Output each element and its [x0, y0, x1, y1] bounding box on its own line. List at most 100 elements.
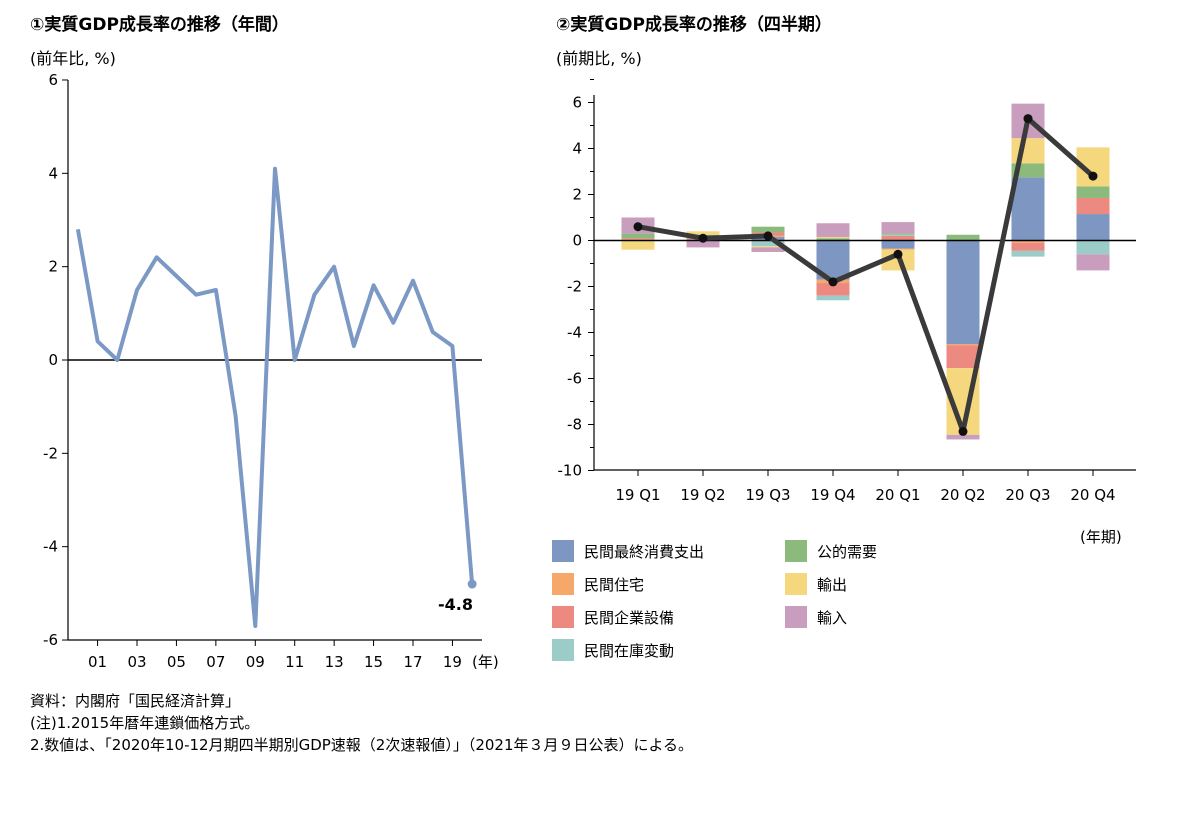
quarterly-bar-segment	[881, 222, 915, 234]
annual-y-tick-label: 0	[48, 351, 58, 369]
quarterly-y-tick-label: -4	[567, 324, 582, 342]
quarterly-bar-segment	[751, 246, 785, 248]
source-notes: 資料：内閣府「国民経済計算」 (注)1.2015年暦年連鎖価格方式。 2.数値は…	[30, 690, 693, 756]
quarterly-x-tick-label: 19 Q2	[680, 486, 725, 504]
legend-swatch	[785, 606, 807, 628]
quarterly-data-point	[958, 426, 968, 436]
quarterly-bar-segment	[1076, 186, 1110, 198]
quarterly-bar-segment	[751, 240, 785, 247]
annual-chart-title: ①実質GDP成長率の推移（年間）	[30, 14, 289, 35]
quarterly-bar-segment	[881, 233, 915, 235]
annual-y-tick-label: -4	[43, 538, 58, 556]
quarterly-x-ticks: 19 Q1 19 Q2 19 Q3 19 Q4 20 Q1 20 Q2 20 Q3 20 Q4	[615, 470, 1116, 504]
annual-x-tick-label: 17	[403, 653, 422, 671]
quarterly-x-tick-label: 19 Q4	[810, 486, 855, 504]
quarterly-x-tick-label: 19 Q3	[745, 486, 790, 504]
quarterly-bar-segment	[686, 231, 720, 235]
quarterly-bar-segment	[946, 345, 980, 369]
quarterly-y-tick-label: 4	[572, 140, 582, 158]
annual-x-tick-label: 03	[127, 653, 146, 671]
note-2: 2.数値は、「2020年10-12月期四半期別GDP速報（2次速報値）」（202…	[30, 736, 694, 754]
annual-y-tick-label: -6	[43, 631, 58, 649]
quarterly-bar-segment	[1011, 177, 1045, 241]
quarterly-bar-segment	[946, 434, 980, 440]
quarterly-bar-segment	[1076, 197, 1110, 215]
quarterly-data-point	[1088, 171, 1098, 181]
annual-y-tick-label: -2	[43, 444, 58, 462]
note-source: 資料：内閣府「国民経済計算」	[30, 692, 241, 710]
quarterly-bar-segment	[1076, 254, 1110, 271]
legend-label: 民間住宅	[584, 576, 644, 594]
annual-series	[75, 166, 477, 628]
quarterly-y-ticks: 6 4 2 0 -2 -4 -6 -8 -10	[558, 79, 594, 480]
quarterly-bar-segment	[816, 283, 850, 296]
quarterly-bar-segment	[621, 238, 655, 240]
quarterly-y-tick-label: -6	[567, 370, 582, 388]
annual-x-tick-label: 05	[167, 653, 186, 671]
quarterly-bar-segment	[816, 238, 850, 241]
quarterly-total-line	[633, 114, 1098, 436]
quarterly-bar-segment	[621, 240, 655, 250]
quarterly-bar-segment	[946, 240, 980, 344]
quarterly-bar-segment	[816, 237, 850, 239]
quarterly-data-point	[893, 249, 903, 259]
quarterly-chart-title: ②実質GDP成長率の推移（四半期）	[556, 14, 832, 35]
quarterly-bar-segment	[751, 226, 785, 233]
quarterly-bar-segment	[881, 234, 915, 236]
annual-x-unit-label: (年)	[472, 653, 499, 671]
annual-x-tick-label: 13	[325, 653, 344, 671]
legend-swatch	[785, 540, 807, 562]
legend-swatch	[552, 573, 574, 595]
quarterly-y-tick-label: -2	[567, 278, 582, 296]
annual-x-tick-label: 01	[88, 653, 107, 671]
quarterly-bar-segment	[881, 248, 915, 250]
quarterly-bar-segment	[816, 295, 850, 301]
annual-last-value-label: -4.8	[438, 595, 473, 614]
quarterly-bar-segment	[816, 223, 850, 238]
legend-label: 輸入	[817, 609, 847, 627]
quarterly-bar-segment	[1076, 214, 1110, 241]
quarterly-bar-segment	[1076, 240, 1110, 255]
quarterly-bar-segment	[881, 235, 915, 241]
quarterly-bar-segment	[881, 240, 915, 249]
quarterly-y-tick-label: -10	[558, 462, 583, 480]
annual-growth-line	[75, 166, 475, 628]
note-1: (注)1.2015年暦年連鎖価格方式。	[30, 714, 260, 732]
quarterly-data-point	[633, 222, 643, 232]
quarterly-unit-label: (前期比, %)	[556, 49, 642, 68]
annual-data-point	[467, 579, 477, 589]
quarterly-y-tick-label: 2	[572, 186, 582, 204]
quarterly-data-point	[763, 231, 773, 241]
quarterly-y-tick-label: -8	[567, 416, 582, 434]
quarterly-x-tick-label: 20 Q2	[940, 486, 985, 504]
quarterly-x-tick-label: 20 Q4	[1070, 486, 1115, 504]
annual-x-tick-label: 19	[443, 653, 462, 671]
legend-label: 民間最終消費支出	[584, 543, 704, 561]
legend-label: 輸出	[817, 576, 847, 594]
legend-label: 公的需要	[817, 543, 877, 561]
annual-x-tick-label: 07	[206, 653, 225, 671]
quarterly-bar-segment	[1011, 242, 1045, 251]
legend-label: 民間在庫変動	[584, 642, 674, 660]
quarterly-bar-segment	[686, 240, 720, 248]
quarterly-data-point	[1023, 114, 1033, 124]
annual-x-tick-label: 09	[246, 653, 265, 671]
annual-x-ticks: 01 03 05 07 09 11 13 15 17 19	[88, 640, 462, 671]
quarterly-data-point	[698, 233, 708, 243]
legend-swatch	[785, 573, 807, 595]
quarterly-growth-line	[637, 116, 1095, 434]
legend-label: 民間企業設備	[584, 609, 674, 627]
quarterly-bar-segment	[1011, 240, 1045, 243]
quarterly-x-tick-label: 20 Q1	[875, 486, 920, 504]
quarterly-y-tick-label: 0	[572, 232, 582, 250]
quarterly-bar-segment	[946, 234, 980, 241]
quarterly-chart: ②実質GDP成長率の推移（四半期） (前期比, %) 6 4 2 0 -2 -4 -6 -8 -…	[552, 14, 1136, 661]
quarterly-bar-segment	[946, 344, 980, 346]
legend-swatch	[552, 639, 574, 661]
annual-y-tick-label: 4	[48, 164, 58, 182]
legend-swatch	[552, 606, 574, 628]
annual-y-tick-label: 6	[48, 71, 58, 89]
